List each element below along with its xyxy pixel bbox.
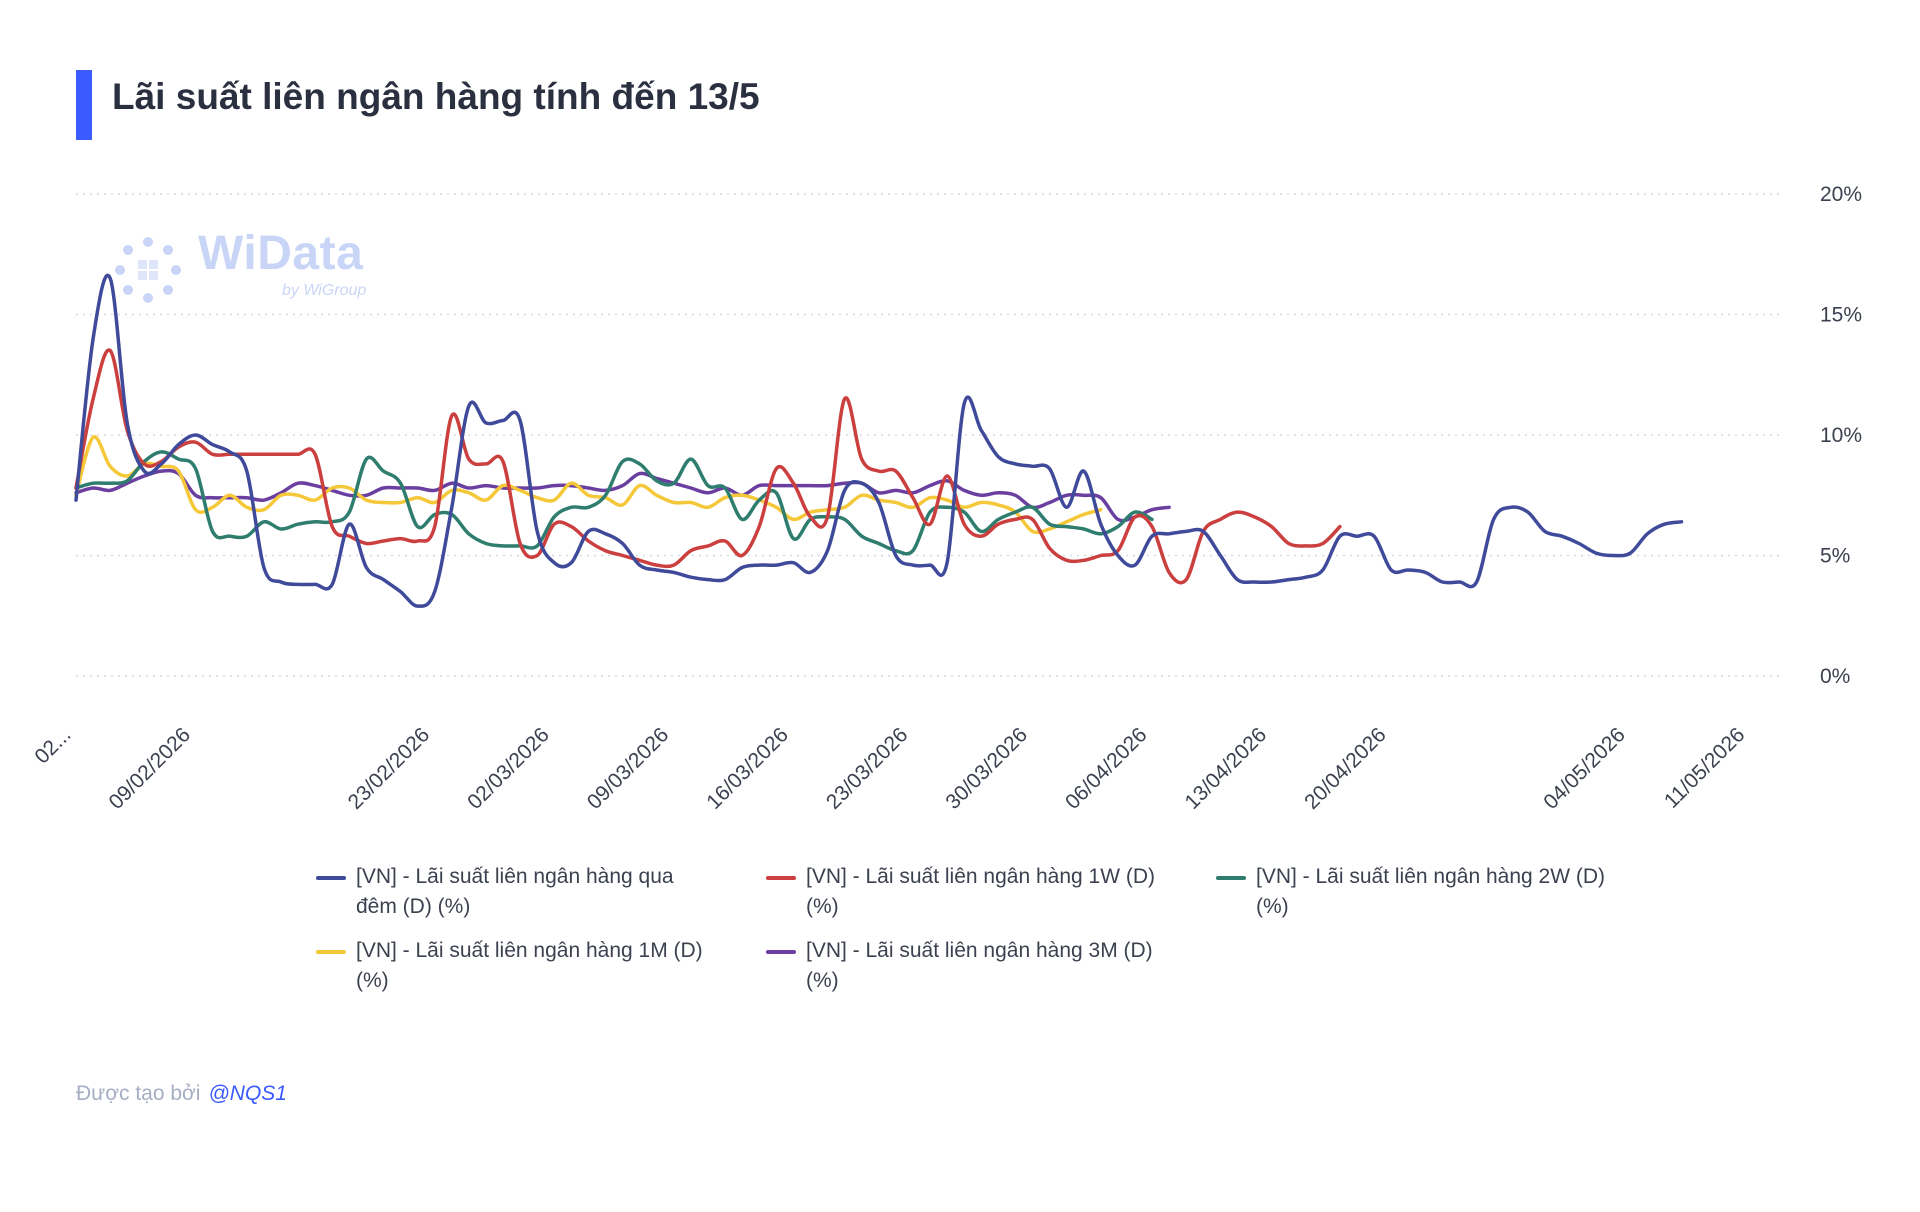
y-axis-ticks: 20% 15% 10% 5% 0% (1820, 183, 1862, 688)
legend-item-overnight[interactable]: [VN] - Lãi suất liên ngân hàng qua đêm (… (316, 862, 756, 922)
footer-author-link[interactable]: @NQS1 (208, 1082, 287, 1105)
legend-label: [VN] - Lãi suất liên ngân hàng 1W (D) (%… (806, 865, 1156, 918)
x-tick-label: 11/05/2026 (1660, 723, 1749, 812)
series-line-1w[interactable] (74, 348, 1342, 585)
y-tick-label: 10% (1820, 424, 1862, 447)
legend-swatch-2w (1216, 876, 1246, 880)
footer-credit: Được tạo bởi @NQS1 (76, 1082, 287, 1106)
legend-label: [VN] - Lãi suất liên ngân hàng 2W (D) (%… (1256, 865, 1606, 918)
series-line-1m[interactable] (74, 435, 1103, 535)
legend-swatch-1m (316, 950, 346, 954)
legend-swatch-3m (766, 950, 796, 954)
line-chart: 20%15%10%5%0% 02... 09/02/2026 23/02/2026 0… (30, 183, 1862, 814)
series-line-overnight[interactable] (74, 273, 1684, 608)
x-axis-ticks: 02... 09/02/2026 23/02/2026 02/03/2026 09/03… (30, 723, 1749, 814)
x-tick-label: 16/03/2026 (702, 723, 793, 814)
x-tick-label: 06/04/2026 (1061, 723, 1152, 814)
chart-gridlines (76, 193, 1784, 677)
legend-swatch-1w (766, 876, 796, 880)
title-accent-bar (76, 70, 92, 140)
watermark-brand: WiData (198, 227, 364, 280)
widata-logo-icon (115, 237, 181, 303)
legend-label: [VN] - Lãi suất liên ngân hàng qua đêm (… (356, 865, 674, 918)
legend-swatch-overnight (316, 876, 346, 880)
legend-item-1m[interactable]: [VN] - Lãi suất liên ngân hàng 1M (D) (%… (316, 936, 756, 996)
y-tick-label: 0% (1820, 665, 1850, 688)
footer-created-by: Được tạo bởi (76, 1082, 201, 1105)
chart-series (74, 273, 1684, 608)
widata-watermark: WiData by WiGroup (112, 226, 412, 306)
legend-item-1w[interactable]: [VN] - Lãi suất liên ngân hàng 1W (D) (%… (766, 862, 1206, 922)
y-tick-label: 20% (1820, 183, 1862, 206)
x-tick-label: 09/03/2026 (583, 723, 674, 814)
y-tick-label: 5% (1820, 545, 1850, 568)
x-tick-label: 13/04/2026 (1181, 723, 1272, 814)
x-tick-label: 02... (30, 723, 75, 768)
legend-item-3m[interactable]: [VN] - Lãi suất liên ngân hàng 3M (D) (%… (766, 936, 1206, 996)
legend-item-2w[interactable]: [VN] - Lãi suất liên ngân hàng 2W (D) (%… (1216, 862, 1656, 922)
chart-legend: [VN] - Lãi suất liên ngân hàng qua đêm (… (316, 862, 1616, 1022)
x-tick-label: 09/02/2026 (105, 723, 196, 814)
x-tick-label: 23/02/2026 (344, 723, 435, 814)
x-tick-label: 30/03/2026 (941, 723, 1032, 814)
x-tick-label: 23/03/2026 (822, 723, 913, 814)
x-tick-label: 20/04/2026 (1300, 723, 1391, 814)
y-tick-label: 15% (1820, 304, 1862, 327)
legend-label: [VN] - Lãi suất liên ngân hàng 3M (D) (%… (806, 939, 1153, 992)
x-tick-label: 02/03/2026 (463, 723, 554, 814)
watermark-sub: by WiGroup (282, 282, 367, 299)
series-line-2w[interactable] (74, 450, 1154, 556)
series-line-3m[interactable] (74, 468, 1171, 523)
x-tick-label: 04/05/2026 (1539, 723, 1630, 814)
legend-label: [VN] - Lãi suất liên ngân hàng 1M (D) (%… (356, 939, 703, 992)
chart-title: Lãi suất liên ngân hàng tính đến 13/5 (112, 76, 760, 117)
